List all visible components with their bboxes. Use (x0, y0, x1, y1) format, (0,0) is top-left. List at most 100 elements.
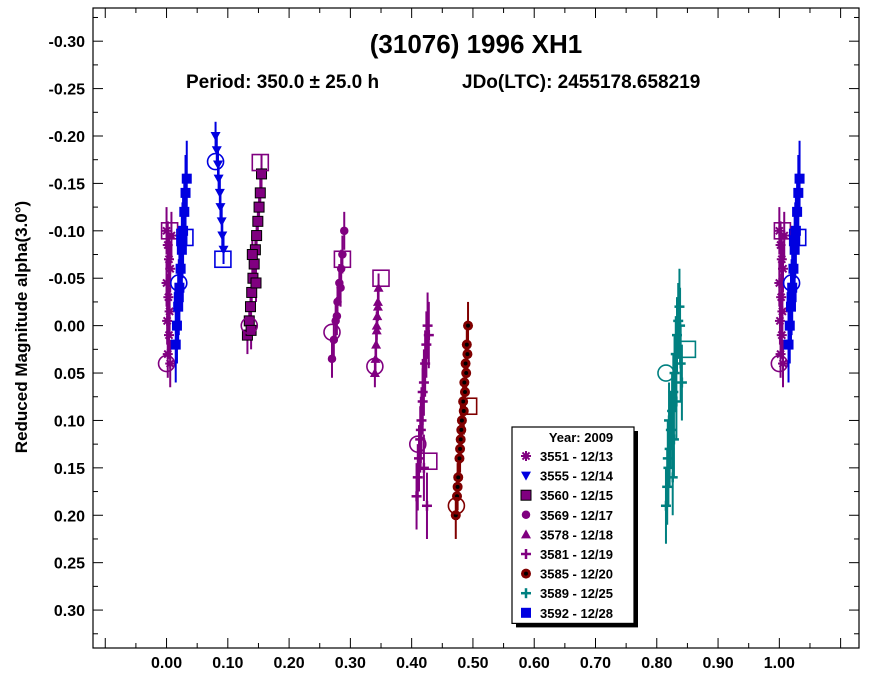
asterisk-stroke (162, 316, 172, 326)
session-end-marker (333, 250, 352, 269)
data-points (157, 121, 807, 544)
asterisk-stroke (777, 330, 787, 340)
data-point (414, 453, 425, 464)
data-point (660, 500, 671, 511)
y-tick-label: -0.05 (49, 271, 86, 288)
data-point (211, 146, 222, 156)
data-point (218, 245, 229, 255)
dot-center (464, 371, 469, 376)
square-mark (253, 201, 265, 213)
square-mark (790, 225, 801, 236)
data-point (418, 377, 429, 388)
data-point (665, 424, 676, 435)
data-point (170, 339, 181, 350)
legend-marker (521, 451, 531, 461)
square-mark (246, 286, 258, 298)
x-tick-label: 0.60 (519, 655, 550, 672)
square-mark (790, 235, 801, 246)
series-main-3 (323, 211, 352, 378)
legend-marker (521, 549, 531, 559)
square-mark (521, 607, 531, 618)
x-tick-label: 0.00 (151, 655, 182, 672)
square-mark (179, 206, 190, 217)
square-mark (174, 282, 185, 293)
data-point (161, 225, 172, 236)
data-point (775, 240, 786, 251)
square-mark (180, 187, 191, 198)
data-point (216, 217, 227, 227)
chart-title: (31076) 1996 XH1 (370, 29, 582, 59)
session-start-marker (770, 354, 789, 373)
data-point (675, 358, 686, 369)
data-point (774, 315, 785, 326)
legend-entry: 3585 - 12/20 (540, 567, 613, 582)
triangle-down-mark (210, 132, 221, 141)
data-point (776, 292, 787, 303)
asterisk-stroke (165, 264, 175, 273)
square-mark (794, 173, 805, 184)
data-point (423, 330, 434, 341)
dot-center (462, 390, 467, 394)
circle-mark (338, 250, 347, 259)
data-point (174, 282, 185, 293)
dot-center (466, 323, 471, 328)
axis-ticks: 0.00 0.10 0.20 0.30 0.40 0.50 0.60 0.70 0.80 0.90… (49, 8, 859, 672)
circle-mark (521, 510, 531, 520)
dot-center (459, 418, 464, 423)
data-point (162, 240, 173, 251)
data-point (790, 235, 801, 246)
asterisk-stroke (775, 316, 785, 326)
circle-mark (332, 311, 342, 321)
x-tick-label: 0.10 (212, 655, 243, 672)
asterisk-stroke (776, 240, 785, 250)
dot-center (458, 446, 463, 451)
data-point (668, 434, 679, 445)
data-point (778, 263, 789, 274)
legend-entry: 3551 - 12/13 (540, 449, 613, 464)
dot-center (461, 408, 466, 413)
y-tick-label: -0.30 (49, 34, 86, 51)
data-point (422, 320, 433, 331)
data-point (244, 301, 256, 313)
x-tick-label: 0.90 (702, 655, 733, 672)
data-point (454, 453, 465, 464)
asterisk-stroke (167, 231, 176, 240)
square-mark (783, 339, 794, 350)
asterisk-stroke (162, 278, 171, 288)
data-point (411, 491, 422, 502)
data-point (161, 277, 172, 288)
data-point (210, 132, 221, 141)
data-point (673, 315, 684, 326)
data-point (373, 282, 384, 292)
session-start-marker (657, 364, 675, 382)
x-tick-label: 0.30 (335, 655, 366, 672)
y-tick-label: -0.25 (49, 82, 86, 99)
session-start-marker (169, 274, 188, 292)
legend-entry: 3578 - 12/18 (540, 527, 613, 542)
data-point (412, 472, 423, 483)
legend-marker (521, 510, 531, 520)
data-point (252, 215, 264, 227)
asterisk-stroke (778, 264, 788, 273)
epoch-text: JDo(LTC): 2455178.658219 (462, 72, 700, 93)
square-mark (252, 215, 264, 227)
session-start-marker (447, 496, 466, 515)
data-point (662, 453, 673, 464)
data-point (776, 330, 787, 341)
legend-entry: 3560 - 12/15 (540, 488, 613, 503)
data-point (336, 264, 346, 273)
data-point (327, 354, 337, 364)
asterisk-stroke (776, 292, 786, 302)
dot-center (455, 484, 460, 489)
data-point (676, 377, 687, 388)
y-tick-label: -0.10 (49, 224, 86, 241)
y-tick-label: -0.20 (49, 129, 86, 146)
data-point (421, 500, 432, 511)
series-repeat-8 (782, 140, 807, 383)
data-point (246, 249, 258, 261)
data-point (246, 286, 258, 298)
circle-mark (339, 226, 349, 236)
square-mark (786, 292, 797, 303)
square-mark (785, 301, 796, 312)
